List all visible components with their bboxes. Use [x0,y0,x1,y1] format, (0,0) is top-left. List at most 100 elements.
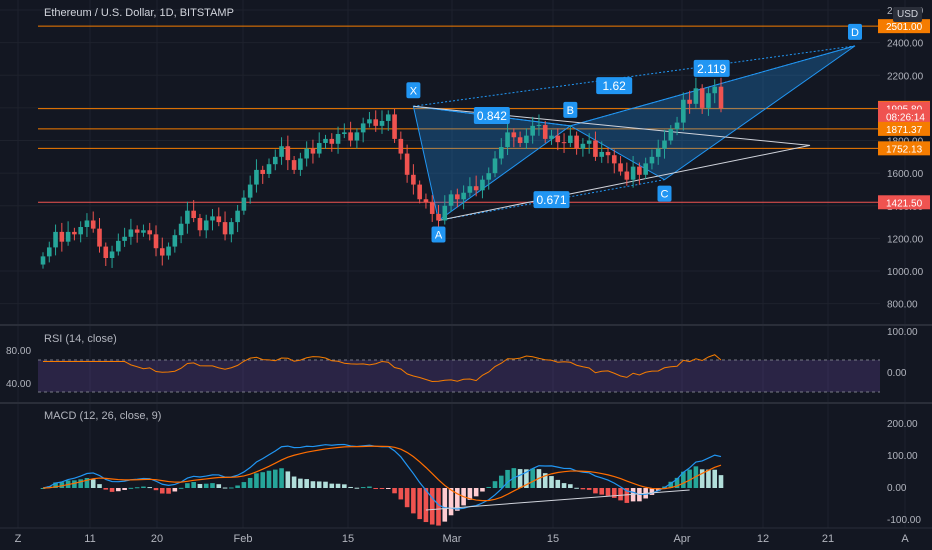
candle-body[interactable] [649,156,655,164]
candle-body[interactable] [706,93,711,108]
candle-body[interactable] [699,88,705,108]
candle-body[interactable] [122,236,127,241]
candle-body[interactable] [235,210,240,223]
candle-body[interactable] [442,205,448,221]
candle-body[interactable] [674,122,680,130]
pattern-point-b-badge[interactable] [563,101,578,118]
candle-body[interactable] [448,194,454,206]
candle-body[interactable] [693,88,699,104]
candle-body[interactable] [40,256,46,265]
rsi-line[interactable] [43,354,722,383]
candle-body[interactable] [272,156,278,165]
candle-body[interactable] [574,135,579,149]
candle-body[interactable] [436,213,441,221]
candle-body[interactable] [417,184,422,200]
candle-body[interactable] [498,147,504,159]
candle-body[interactable] [593,140,598,157]
candle-body[interactable] [480,179,485,191]
candle-body[interactable] [335,134,341,144]
signal-line[interactable] [42,445,722,502]
pattern-point-d-badge[interactable] [848,23,862,40]
candle-body[interactable] [530,125,535,136]
candle-body[interactable] [241,197,247,211]
candle-body[interactable] [59,231,65,242]
candle-body[interactable] [159,248,165,256]
candle-body[interactable] [712,86,718,94]
candle-body[interactable] [624,171,630,180]
candle-body[interactable] [172,235,178,247]
candle-body[interactable] [65,231,71,242]
candle-body[interactable] [229,222,234,235]
candle-body[interactable] [505,132,510,148]
candle-body[interactable] [84,220,90,227]
pattern-point-a-badge[interactable] [431,226,446,243]
candle-body[interactable] [185,210,190,224]
candle-body[interactable] [348,132,353,141]
candle-body[interactable] [197,218,203,231]
candle-body[interactable] [455,194,460,200]
candle-body[interactable] [90,220,96,229]
candle-body[interactable] [681,99,686,123]
candle-body[interactable] [473,186,479,191]
candle-body[interactable] [360,123,366,133]
candle-body[interactable] [342,132,347,134]
candle-body[interactable] [429,202,435,214]
candle-body[interactable] [147,230,153,235]
candle-body[interactable] [203,220,209,231]
currency-badge[interactable]: USD [893,7,923,22]
candle-body[interactable] [392,114,397,139]
candle-body[interactable] [103,246,109,258]
candle-body[interactable] [260,169,266,174]
candle-body[interactable] [166,246,171,256]
candle-body[interactable] [285,146,291,161]
candle-body[interactable] [128,229,134,237]
candle-body[interactable] [279,146,284,157]
candle-body[interactable] [247,184,253,198]
candle-body[interactable] [542,125,548,139]
candle-body[interactable] [411,174,416,185]
candle-body[interactable] [291,160,297,170]
candle-body[interactable] [461,192,466,200]
candle-body[interactable] [511,132,517,138]
candle-body[interactable] [398,138,404,154]
candle-body[interactable] [467,186,473,193]
candle-body[interactable] [568,135,573,143]
candle-body[interactable] [586,140,592,144]
candle-body[interactable] [486,173,492,180]
candle-body[interactable] [492,158,498,174]
candle-body[interactable] [580,143,586,149]
candle-body[interactable] [687,99,692,104]
candle-body[interactable] [304,148,309,159]
candle-body[interactable] [404,153,410,175]
candle-body[interactable] [329,138,335,144]
bcd-triangle[interactable] [569,45,856,181]
pattern-point-x-badge[interactable] [406,82,421,99]
candle-body[interactable] [316,142,322,154]
candle-body[interactable] [354,132,360,141]
candle-body[interactable] [643,163,648,175]
candle-body[interactable] [298,158,303,170]
candle-body[interactable] [423,199,429,203]
candle-body[interactable] [310,148,316,154]
candle-body[interactable] [222,222,228,235]
candle-body[interactable] [210,216,215,221]
candle-body[interactable] [141,230,146,233]
candle-body[interactable] [385,114,391,121]
candle-body[interactable] [323,138,328,143]
candle-body[interactable] [599,151,605,157]
candle-body[interactable] [618,163,623,172]
candle-body[interactable] [191,210,196,219]
candle-body[interactable] [178,223,184,236]
candle-body[interactable] [662,140,667,149]
candle-body[interactable] [668,129,674,141]
candle-body[interactable] [254,169,259,185]
candle-body[interactable] [536,125,542,127]
candle-body[interactable] [373,119,379,126]
candle-body[interactable] [524,135,529,143]
candle-body[interactable] [637,166,642,175]
candle-body[interactable] [53,231,58,248]
candle-body[interactable] [116,240,121,252]
candle-body[interactable] [216,216,222,223]
macd-divergence-line[interactable] [425,489,690,511]
